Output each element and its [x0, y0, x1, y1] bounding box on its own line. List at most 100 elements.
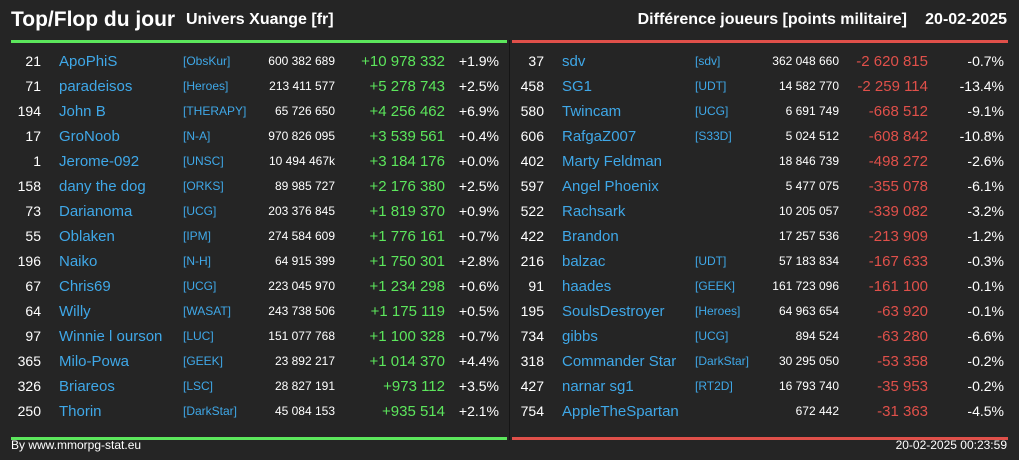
player-link[interactable]: Thorin — [59, 403, 102, 420]
table-row: 458 SG1 [UDT] 14 582 770 -2 259 114 -13.4% — [512, 74, 1008, 99]
player-link[interactable]: Angel Phoenix — [562, 178, 659, 195]
points-diff: -213 909 — [868, 228, 928, 245]
percent-change: -6.6% — [967, 328, 1004, 344]
player-link[interactable]: paradeisos — [59, 78, 133, 95]
rank: 402 — [520, 153, 544, 169]
points-diff: +1 819 370 — [369, 203, 446, 220]
alliance-link[interactable]: [THERAPY] — [183, 104, 247, 118]
alliance-link[interactable]: [IPM] — [183, 229, 212, 243]
alliance-link[interactable]: [sdv] — [695, 54, 721, 68]
player-link[interactable]: Marty Feldman — [562, 153, 663, 170]
alliance-link[interactable]: [UCG] — [183, 279, 217, 293]
percent-change: -0.7% — [967, 53, 1004, 69]
player-link[interactable]: Jerome-092 — [59, 153, 140, 170]
percent-change: -4.5% — [967, 403, 1004, 419]
alliance-link[interactable]: [S33D] — [695, 129, 732, 143]
alliance-link[interactable]: [Heroes] — [695, 304, 741, 318]
player-link[interactable]: John B — [59, 103, 106, 120]
points: 10 205 057 — [778, 204, 839, 218]
panel-divider — [509, 40, 510, 440]
points-diff: +1 234 298 — [369, 278, 446, 295]
table-row: 158 dany the dog [ORKS] 89 985 727 +2 176 38… — [11, 174, 507, 199]
player-link[interactable]: Rachsark — [562, 203, 626, 220]
table-row: 402 Marty Feldman 18 846 739 -498 272 -2.6% — [512, 149, 1008, 174]
percent-change: +0.9% — [458, 203, 499, 219]
player-link[interactable]: Commander Star — [562, 353, 677, 370]
player-link[interactable]: Brandon — [562, 228, 619, 245]
table-row: 606 RafgaZ007 [S33D] 5 024 512 -608 842 -10.8… — [512, 124, 1008, 149]
points: 213 411 577 — [269, 79, 335, 93]
table-row: 522 Rachsark 10 205 057 -339 082 -3.2% — [512, 199, 1008, 224]
player-link[interactable]: Twincam — [562, 103, 622, 120]
player-link[interactable]: sdv — [562, 53, 586, 70]
player-link[interactable]: Willy — [59, 303, 91, 320]
table-row: 326 Briareos [LSC] 28 827 191 +973 112 +3.5% — [11, 374, 507, 399]
points: 970 826 095 — [268, 129, 335, 143]
alliance-link[interactable]: [RT2D] — [695, 379, 733, 393]
table-row: 17 GroNoob [N-A] 970 826 095 +3 539 561 +0.4% — [11, 124, 507, 149]
points: 5 477 075 — [785, 179, 839, 193]
table-row: 365 Milo-Powa [GEEK] 23 892 217 +1 014 370 +4… — [11, 349, 507, 374]
alliance-link[interactable]: [ObsKur] — [183, 54, 231, 68]
points-diff: +3 539 561 — [369, 128, 446, 145]
alliance-link[interactable]: [GEEK] — [183, 354, 224, 368]
player-link[interactable]: dany the dog — [59, 178, 146, 195]
alliance-link[interactable]: [UCG] — [695, 104, 729, 118]
player-link[interactable]: Oblaken — [59, 228, 115, 245]
alliance-link[interactable]: [LSC] — [183, 379, 214, 393]
alliance-link[interactable]: [WASAT] — [183, 304, 231, 318]
player-link[interactable]: Naiko — [59, 253, 98, 270]
player-link[interactable]: Milo-Powa — [59, 353, 130, 370]
points-diff: -355 078 — [868, 178, 928, 195]
player-link[interactable]: SG1 — [562, 78, 593, 95]
table-row: 64 Willy [WASAT] 243 738 506 +1 175 119 +0.5% — [11, 299, 507, 324]
points-diff: -63 280 — [877, 328, 928, 345]
top-panel: 21 ApoPhiS [ObsKur] 600 382 689 +10 978 332 +… — [11, 40, 507, 440]
alliance-link[interactable]: [UNSC] — [183, 154, 224, 168]
points: 65 726 650 — [274, 104, 335, 118]
percent-change: -6.1% — [967, 178, 1004, 194]
player-link[interactable]: SoulsDestroyer — [562, 303, 665, 320]
alliance-link[interactable]: [UDT] — [695, 254, 727, 268]
table-row: 67 Chris69 [UCG] 223 045 970 +1 234 298 +0.6% — [11, 274, 507, 299]
player-link[interactable]: AppleTheSpartan — [562, 403, 679, 420]
points-diff: +973 112 — [383, 378, 445, 395]
rank: 318 — [520, 353, 544, 369]
footer-source[interactable]: By www.mmorpg-stat.eu — [11, 438, 142, 452]
player-link[interactable]: Chris69 — [59, 278, 111, 295]
player-link[interactable]: haades — [562, 278, 612, 295]
points-diff: -339 082 — [868, 203, 928, 220]
alliance-link[interactable]: [N-H] — [183, 254, 211, 268]
rank: 597 — [520, 178, 544, 194]
points: 362 048 660 — [772, 54, 839, 68]
player-link[interactable]: gibbs — [562, 328, 598, 345]
rank: 67 — [25, 278, 41, 294]
player-link[interactable]: ApoPhiS — [59, 53, 118, 70]
player-link[interactable]: Darianoma — [59, 203, 133, 220]
alliance-link[interactable]: [UCG] — [695, 329, 729, 343]
player-link[interactable]: GroNoob — [59, 128, 120, 145]
rank: 55 — [25, 228, 41, 244]
flop-list: 37 sdv [sdv] 362 048 660 -2 620 815 -0.7% 458 S… — [512, 49, 1008, 424]
player-link[interactable]: narnar sg1 — [562, 378, 634, 395]
alliance-link[interactable]: [DarkStar] — [695, 354, 750, 368]
alliance-link[interactable]: [UDT] — [695, 79, 727, 93]
player-link[interactable]: Winnie l ourson — [59, 328, 163, 345]
alliance-link[interactable]: [GEEK] — [695, 279, 736, 293]
table-row: 37 sdv [sdv] 362 048 660 -2 620 815 -0.7% — [512, 49, 1008, 74]
rank: 196 — [17, 253, 41, 269]
percent-change: +2.8% — [458, 253, 499, 269]
alliance-link[interactable]: [ORKS] — [183, 179, 224, 193]
percent-change: -3.2% — [967, 203, 1004, 219]
player-link[interactable]: Briareos — [59, 378, 115, 395]
points: 64 963 654 — [778, 304, 839, 318]
alliance-link[interactable]: [LUC] — [183, 329, 214, 343]
alliance-link[interactable]: [UCG] — [183, 204, 217, 218]
player-link[interactable]: balzac — [562, 253, 606, 270]
player-link[interactable]: RafgaZ007 — [562, 128, 637, 145]
rank: 250 — [17, 403, 41, 419]
alliance-link[interactable]: [Heroes] — [183, 79, 229, 93]
rank: 194 — [17, 103, 41, 119]
alliance-link[interactable]: [N-A] — [183, 129, 211, 143]
alliance-link[interactable]: [DarkStar] — [183, 404, 238, 418]
